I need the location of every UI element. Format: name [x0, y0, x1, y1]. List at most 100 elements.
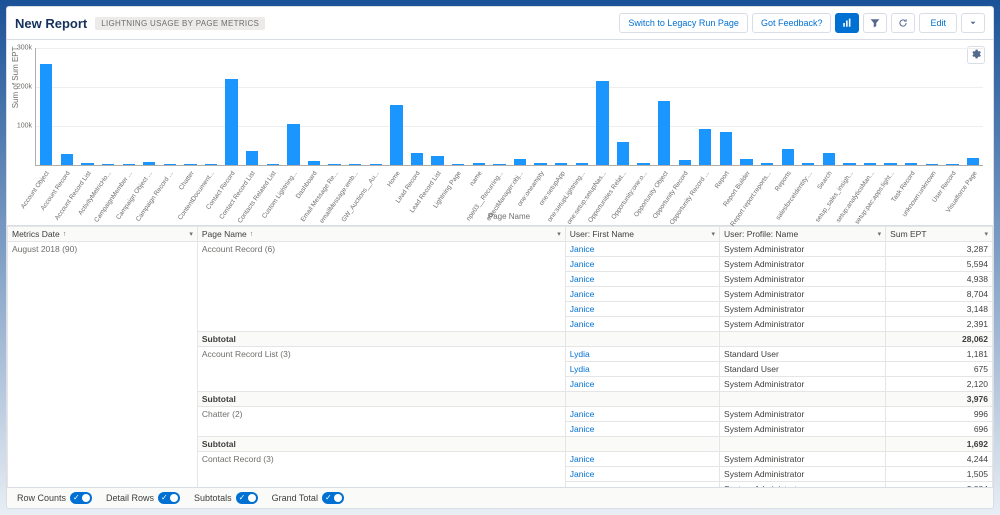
column-menu-icon[interactable]: ▾ [557, 230, 561, 238]
metrics-date-group[interactable]: August 2018 (90) [8, 242, 198, 488]
chart-bar[interactable] [349, 164, 361, 165]
user-first-name-cell[interactable]: Janice [565, 272, 719, 287]
chart-bar[interactable] [390, 105, 402, 165]
col-user-first[interactable]: User: First Name▾ [565, 227, 719, 242]
column-menu-icon[interactable]: ▾ [878, 230, 882, 238]
chart-bar[interactable] [246, 151, 258, 165]
chart-bar[interactable] [596, 81, 608, 165]
chart-bar[interactable] [699, 129, 711, 165]
toggle-grand-total[interactable]: Grand Total ✓ [272, 492, 344, 504]
user-first-name-cell[interactable]: Janice [565, 407, 719, 422]
more-actions-button[interactable] [961, 13, 985, 33]
sum-ept-cell: 3,287 [886, 242, 993, 257]
user-first-name-cell[interactable]: Janice [565, 257, 719, 272]
chart-bar[interactable] [431, 156, 443, 165]
user-first-name-cell[interactable]: Janice [565, 422, 719, 437]
chart-bar[interactable] [143, 162, 155, 165]
chart-bar[interactable] [287, 124, 299, 165]
user-first-name-cell[interactable]: Janice [565, 467, 719, 482]
toggle-row-counts[interactable]: Row Counts ✓ [17, 492, 92, 504]
toggle-detail-rows[interactable]: Detail Rows ✓ [106, 492, 180, 504]
chart-bar[interactable] [123, 164, 135, 165]
user-first-name-cell[interactable]: Lydia [565, 362, 719, 377]
chart-bar[interactable] [102, 164, 114, 165]
chart-bar[interactable] [576, 163, 588, 165]
page-name-group[interactable]: Account Record (6) [197, 242, 565, 332]
profile-name-cell: System Administrator [720, 452, 886, 467]
column-menu-icon[interactable]: ▾ [189, 230, 193, 238]
chart-bar[interactable] [905, 163, 917, 165]
chart-bar[interactable] [637, 163, 649, 165]
chart-bar[interactable] [40, 64, 52, 165]
chart-bar[interactable] [225, 79, 237, 165]
x-tick-label: Chatter [177, 170, 195, 191]
chart-bar[interactable] [926, 164, 938, 165]
chart-bar[interactable] [61, 154, 73, 165]
col-label: Sum EPT [890, 229, 926, 239]
subtotal-value: 3,976 [886, 392, 993, 407]
filter-button[interactable] [863, 13, 887, 33]
chart-bar[interactable] [802, 163, 814, 165]
column-menu-icon[interactable]: ▾ [712, 230, 716, 238]
chart-bar[interactable] [555, 163, 567, 165]
refresh-button[interactable] [891, 13, 915, 33]
subtotal-value: 28,062 [886, 332, 993, 347]
page-name-group[interactable]: Chatter (2) [197, 407, 565, 437]
user-first-name-cell[interactable]: Janice [565, 242, 719, 257]
edit-button[interactable]: Edit [919, 13, 957, 33]
chart-bar[interactable] [205, 164, 217, 165]
chart-bar[interactable] [493, 164, 505, 165]
chart-bar[interactable] [823, 153, 835, 165]
toggle-label: Grand Total [272, 493, 318, 503]
chart-bar[interactable] [884, 163, 896, 165]
chart-bar[interactable] [679, 160, 691, 165]
toggle-subtotals[interactable]: Subtotals ✓ [194, 492, 258, 504]
report-type-badge: LIGHTNING USAGE BY PAGE METRICS [95, 17, 265, 30]
chart-bar[interactable] [308, 161, 320, 165]
chart-bar[interactable] [328, 164, 340, 165]
chart-bar[interactable] [184, 164, 196, 165]
chart-bar[interactable] [452, 164, 464, 165]
switch-legacy-button[interactable]: Switch to Legacy Run Page [619, 13, 748, 33]
profile-name-cell: System Administrator [720, 407, 886, 422]
user-first-name-cell[interactable]: Janice [565, 377, 719, 392]
feedback-button[interactable]: Got Feedback? [752, 13, 832, 33]
chart-bar[interactable] [534, 163, 546, 165]
col-sum-ept[interactable]: Sum EPT ▾ [886, 227, 993, 242]
chart-bar[interactable] [761, 163, 773, 165]
chart-bar[interactable] [720, 132, 732, 165]
chart-bar[interactable] [370, 164, 382, 165]
report-header: New Report LIGHTNING USAGE BY PAGE METRI… [7, 7, 993, 40]
column-menu-icon[interactable]: ▾ [984, 230, 988, 238]
chart-bar[interactable] [164, 164, 176, 165]
report-table-wrap[interactable]: Metrics Date↑▾ Page Name↑▾ User: First N… [7, 225, 993, 487]
chart-toggle-button[interactable] [835, 13, 859, 33]
profile-name-cell: System Administrator [720, 287, 886, 302]
chart-bar[interactable] [617, 142, 629, 165]
user-first-name-cell[interactable]: Janice [565, 287, 719, 302]
user-first-name-cell[interactable]: Janice [565, 452, 719, 467]
col-metrics-date[interactable]: Metrics Date↑▾ [8, 227, 198, 242]
chart-bar[interactable] [864, 163, 876, 165]
page-name-group[interactable]: Contact Record (3) [197, 452, 565, 488]
chart-bar[interactable] [514, 159, 526, 165]
table-row: August 2018 (90)Account Record (6)Janice… [8, 242, 993, 257]
col-page-name[interactable]: Page Name↑▾ [197, 227, 565, 242]
user-first-name-cell[interactable]: Janice [565, 302, 719, 317]
user-first-name-cell[interactable]: Janice [565, 317, 719, 332]
x-tick-label: Home [386, 170, 402, 188]
chart-bar[interactable] [81, 163, 93, 165]
col-user-profile[interactable]: User: Profile: Name▾ [720, 227, 886, 242]
chart-bar[interactable] [782, 149, 794, 165]
chart-bar[interactable] [967, 158, 979, 165]
chart-bar[interactable] [946, 164, 958, 165]
chart-bar[interactable] [267, 164, 279, 165]
sum-ept-cell: 696 [886, 422, 993, 437]
chart-bar[interactable] [740, 159, 752, 165]
chart-bar[interactable] [411, 153, 423, 165]
chart-bar[interactable] [658, 101, 670, 165]
chart-bar[interactable] [843, 163, 855, 165]
page-name-group[interactable]: Account Record List (3) [197, 347, 565, 392]
chart-bar[interactable] [473, 163, 485, 165]
user-first-name-cell[interactable]: Lydia [565, 347, 719, 362]
